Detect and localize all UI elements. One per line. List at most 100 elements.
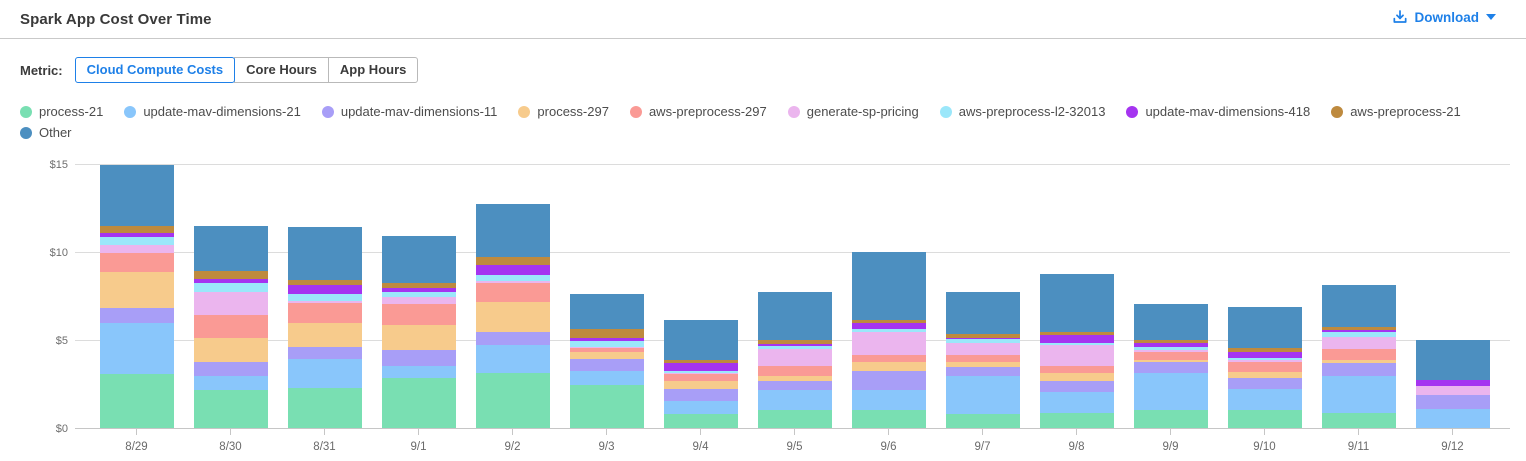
- bar-segment-update-mav-dimensions-418[interactable]: [569, 337, 644, 342]
- bar-8-29[interactable]: [99, 165, 174, 429]
- bar-segment-update-mav-dimensions-11[interactable]: [1415, 394, 1490, 409]
- bar-segment-process-297[interactable]: [851, 362, 926, 371]
- bar-segment-update-mav-dimensions-418[interactable]: [381, 288, 456, 292]
- bar-segment-aws-preprocess-21[interactable]: [381, 283, 456, 289]
- bar-segment-process-21[interactable]: [1133, 409, 1208, 429]
- bar-segment-other[interactable]: [99, 165, 174, 226]
- bar-segment-process-297[interactable]: [1227, 371, 1302, 378]
- bar-segment-aws-preprocess-297[interactable]: [99, 253, 174, 273]
- bar-segment-process-21[interactable]: [1321, 413, 1396, 429]
- bar-segment-generate-sp-pricing[interactable]: [1227, 359, 1302, 363]
- bar-segment-process-297[interactable]: [287, 323, 362, 348]
- bar-segment-update-mav-dimensions-418[interactable]: [1227, 351, 1302, 358]
- bar-9-10[interactable]: [1227, 306, 1302, 429]
- bar-segment-update-mav-dimensions-21[interactable]: [381, 365, 456, 378]
- bar-segment-update-mav-dimensions-21[interactable]: [1133, 372, 1208, 410]
- bar-segment-update-mav-dimensions-21[interactable]: [193, 376, 268, 391]
- bar-segment-other[interactable]: [945, 291, 1020, 335]
- download-button[interactable]: Download: [1392, 9, 1496, 25]
- legend-item-aws-preprocess-l2-32013[interactable]: aws-preprocess-l2-32013: [939, 104, 1105, 119]
- bar-segment-process-21[interactable]: [663, 414, 738, 429]
- bar-segment-update-mav-dimensions-418[interactable]: [1039, 334, 1114, 343]
- bar-segment-update-mav-dimensions-11[interactable]: [757, 381, 832, 391]
- bar-segment-process-21[interactable]: [757, 409, 832, 429]
- bar-segment-update-mav-dimensions-21[interactable]: [663, 400, 738, 415]
- bar-segment-aws-preprocess-297[interactable]: [851, 355, 926, 363]
- bar-segment-update-mav-dimensions-21[interactable]: [99, 323, 174, 375]
- bar-segment-update-mav-dimensions-11[interactable]: [1321, 363, 1396, 377]
- bar-segment-process-297[interactable]: [193, 337, 268, 363]
- metric-option-app-hours[interactable]: App Hours: [327, 57, 419, 83]
- bar-segment-aws-preprocess-21[interactable]: [193, 270, 268, 279]
- bar-segment-aws-preprocess-l2-32013[interactable]: [193, 282, 268, 292]
- bar-segment-update-mav-dimensions-11[interactable]: [287, 347, 362, 359]
- bar-segment-generate-sp-pricing[interactable]: [569, 347, 644, 349]
- bar-segment-aws-preprocess-297[interactable]: [287, 303, 362, 324]
- bar-segment-update-mav-dimensions-418[interactable]: [287, 284, 362, 295]
- bar-segment-aws-preprocess-21[interactable]: [569, 328, 644, 338]
- bar-segment-update-mav-dimensions-11[interactable]: [569, 358, 644, 371]
- bar-segment-process-21[interactable]: [99, 374, 174, 429]
- bar-segment-update-mav-dimensions-418[interactable]: [193, 278, 268, 283]
- bar-segment-aws-preprocess-21[interactable]: [1039, 332, 1114, 335]
- bar-segment-aws-preprocess-297[interactable]: [1321, 348, 1396, 360]
- bar-segment-generate-sp-pricing[interactable]: [663, 372, 738, 375]
- bar-segment-update-mav-dimensions-11[interactable]: [851, 370, 926, 391]
- bar-segment-process-21[interactable]: [381, 377, 456, 429]
- bar-segment-aws-preprocess-21[interactable]: [1227, 348, 1302, 352]
- bar-segment-aws-preprocess-297[interactable]: [1227, 362, 1302, 372]
- bar-segment-aws-preprocess-l2-32013[interactable]: [99, 237, 174, 246]
- bar-segment-update-mav-dimensions-21[interactable]: [1415, 408, 1490, 429]
- bar-segment-process-21[interactable]: [851, 409, 926, 429]
- bar-segment-update-mav-dimensions-11[interactable]: [663, 388, 738, 401]
- bar-segment-aws-preprocess-297[interactable]: [475, 282, 550, 303]
- bar-9-2[interactable]: [475, 203, 550, 429]
- metric-option-core-hours[interactable]: Core Hours: [234, 57, 329, 83]
- bar-segment-update-mav-dimensions-11[interactable]: [475, 332, 550, 345]
- bar-segment-other[interactable]: [1321, 284, 1396, 328]
- bar-segment-other[interactable]: [851, 252, 926, 320]
- bar-segment-process-21[interactable]: [475, 372, 550, 429]
- bar-segment-aws-preprocess-l2-32013[interactable]: [475, 275, 550, 282]
- bar-segment-generate-sp-pricing[interactable]: [1321, 336, 1396, 349]
- bar-segment-aws-preprocess-l2-32013[interactable]: [663, 370, 738, 373]
- bar-segment-other[interactable]: [757, 291, 832, 341]
- bar-segment-aws-preprocess-21[interactable]: [287, 280, 362, 285]
- bar-segment-aws-preprocess-21[interactable]: [1133, 340, 1208, 343]
- bar-segment-generate-sp-pricing[interactable]: [851, 332, 926, 356]
- legend-item-process-21[interactable]: process-21: [20, 104, 103, 119]
- bar-9-6[interactable]: [851, 252, 926, 429]
- bar-segment-aws-preprocess-l2-32013[interactable]: [1133, 347, 1208, 350]
- bar-segment-update-mav-dimensions-21[interactable]: [1039, 392, 1114, 414]
- bar-segment-aws-preprocess-l2-32013[interactable]: [569, 341, 644, 348]
- legend-item-aws-preprocess-21[interactable]: aws-preprocess-21: [1331, 104, 1461, 119]
- bar-segment-process-297[interactable]: [99, 272, 174, 308]
- bar-segment-update-mav-dimensions-11[interactable]: [99, 307, 174, 324]
- bar-segment-generate-sp-pricing[interactable]: [193, 291, 268, 315]
- bar-segment-update-mav-dimensions-21[interactable]: [1321, 376, 1396, 414]
- bar-9-9[interactable]: [1133, 304, 1208, 429]
- bar-segment-process-297[interactable]: [381, 325, 456, 350]
- legend-item-generate-sp-pricing[interactable]: generate-sp-pricing: [787, 104, 919, 119]
- bar-segment-process-297[interactable]: [663, 380, 738, 389]
- bar-segment-update-mav-dimensions-418[interactable]: [1133, 342, 1208, 348]
- bar-segment-process-297[interactable]: [1133, 359, 1208, 363]
- bar-segment-other[interactable]: [1227, 306, 1302, 349]
- bar-segment-update-mav-dimensions-21[interactable]: [475, 344, 550, 373]
- bar-segment-other[interactable]: [193, 225, 268, 271]
- bar-segment-process-21[interactable]: [569, 385, 644, 429]
- bar-segment-update-mav-dimensions-11[interactable]: [1039, 380, 1114, 393]
- bar-segment-process-297[interactable]: [757, 376, 832, 382]
- legend-item-other[interactable]: Other: [20, 125, 72, 140]
- legend-item-update-mav-dimensions-418[interactable]: update-mav-dimensions-418: [1126, 104, 1310, 119]
- bar-segment-process-21[interactable]: [945, 414, 1020, 429]
- bar-segment-generate-sp-pricing[interactable]: [475, 281, 550, 283]
- bar-segment-update-mav-dimensions-21[interactable]: [287, 358, 362, 388]
- bar-segment-process-21[interactable]: [193, 390, 268, 429]
- bar-segment-update-mav-dimensions-11[interactable]: [945, 366, 1020, 377]
- bar-segment-aws-preprocess-21[interactable]: [475, 256, 550, 266]
- bar-segment-aws-preprocess-297[interactable]: [1133, 352, 1208, 360]
- bar-segment-aws-preprocess-297[interactable]: [945, 355, 1020, 363]
- bar-segment-update-mav-dimensions-418[interactable]: [757, 343, 832, 347]
- bar-segment-update-mav-dimensions-11[interactable]: [381, 349, 456, 366]
